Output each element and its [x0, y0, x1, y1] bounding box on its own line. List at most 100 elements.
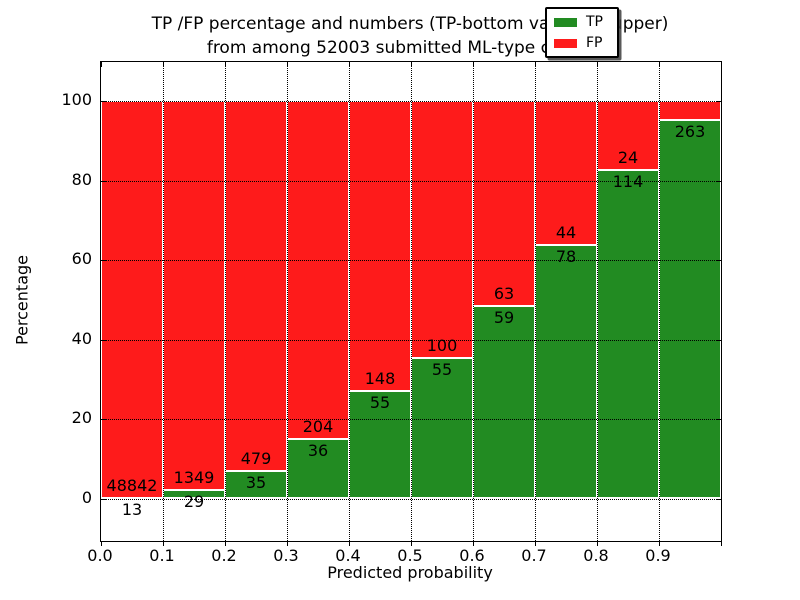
tp-legend-swatch-icon — [554, 17, 577, 27]
v-gridline — [473, 62, 474, 541]
x-tick-label: 0.1 — [149, 546, 175, 565]
fp-bar-segment — [411, 101, 473, 358]
v-gridline — [163, 62, 164, 541]
fp-count-label: 48842 — [106, 476, 158, 496]
y-tick-label: 80 — [71, 169, 92, 189]
x-tick-label: 0.3 — [273, 546, 299, 565]
x-tick-mark — [163, 541, 164, 546]
x-tick-label: 0.2 — [211, 546, 237, 565]
tp-count-label: 114 — [612, 172, 644, 192]
y-tick-label: 100 — [61, 90, 92, 110]
fp-bar-segment — [349, 101, 411, 391]
tp-bar-segment — [349, 390, 411, 499]
x-tick-mark — [287, 62, 288, 67]
x-tick-label: 0.7 — [521, 546, 547, 565]
tp-bar-segment — [597, 170, 659, 499]
v-gridline — [349, 62, 350, 541]
x-tick-mark — [349, 541, 350, 546]
legend-item-tp: TP — [554, 15, 610, 29]
fp-count-label: 204 — [302, 416, 334, 436]
x-tick-mark — [721, 62, 722, 67]
tp-bar-segment — [225, 471, 287, 499]
x-tick-mark — [659, 62, 660, 67]
y-tick-mark — [101, 101, 106, 103]
x-tick-label: 0.6 — [459, 546, 485, 565]
tp-bar-segment — [411, 357, 473, 499]
y-tick-mark — [101, 180, 106, 182]
fp-bar-segment — [101, 101, 163, 499]
x-tick-mark — [659, 541, 660, 546]
x-tick-mark — [163, 62, 164, 67]
tp-count-label: 78 — [555, 246, 577, 266]
tp-count-label: 35 — [245, 473, 267, 493]
y-tick-mark — [101, 260, 106, 262]
x-tick-label: 0.9 — [645, 546, 671, 565]
fp-bar-segment — [659, 101, 721, 121]
y-tick-label: 60 — [71, 249, 92, 269]
fp-count-label: 44 — [555, 222, 577, 242]
tp-count-label: 29 — [183, 492, 205, 512]
tp-count-label: 59 — [493, 308, 515, 328]
x-tick-mark — [535, 62, 536, 67]
fp-count-label: 63 — [493, 284, 515, 304]
fp-bar-segment — [163, 101, 225, 491]
x-tick-mark — [473, 62, 474, 67]
legend-item-fp: FP — [554, 36, 610, 50]
x-tick-mark — [411, 62, 412, 67]
x-tick-mark — [721, 541, 722, 546]
x-tick-mark — [473, 541, 474, 546]
tp-bar-segment — [659, 120, 721, 499]
fp-count-label: 1349 — [173, 468, 215, 488]
y-tick-label: 20 — [71, 408, 92, 428]
tp-count-label: 55 — [431, 359, 453, 379]
plot-area: 48842 13 1349 29 479 35 204 36 148 55 100 55 63 59 44 7… — [100, 61, 722, 546]
y-tick-mark — [716, 180, 721, 182]
x-tick-mark — [597, 541, 598, 546]
v-gridline — [287, 62, 288, 541]
fp-count-label: 24 — [617, 148, 639, 168]
fp-legend-swatch-icon — [554, 38, 577, 48]
x-tick-mark — [225, 541, 226, 546]
chart-title: TP /FP percentage and numbers (TP-bottom… — [100, 12, 720, 60]
legend-label-tp: TP — [586, 14, 603, 30]
x-tick-label: 0.5 — [397, 546, 423, 565]
x-tick-mark — [101, 62, 102, 67]
x-tick-mark — [349, 62, 350, 67]
v-gridline — [659, 62, 660, 541]
chart-title-line1: TP /FP percentage and numbers (TP-bottom… — [151, 14, 669, 34]
v-gridline — [535, 62, 536, 541]
legend-label-fp: FP — [586, 35, 603, 51]
tp-count-label: 55 — [369, 392, 391, 412]
x-tick-mark — [101, 541, 102, 546]
tp-bar-segment — [535, 244, 597, 499]
fp-count-label: 100 — [426, 335, 458, 355]
y-tick-mark — [101, 498, 106, 500]
y-tick-label: 40 — [71, 328, 92, 348]
x-tick-label: 0.0 — [87, 546, 113, 565]
x-tick-mark — [411, 541, 412, 546]
x-tick-mark — [597, 62, 598, 67]
fp-bar-segment — [535, 101, 597, 245]
fp-bar-segment — [287, 101, 349, 439]
y-axis-label: Percentage — [12, 254, 32, 346]
y-tick-mark — [716, 419, 721, 421]
y-tick-mark — [716, 498, 721, 500]
y-tick-mark — [716, 260, 721, 262]
tp-count-label: 263 — [674, 122, 706, 142]
x-axis-label: Predicted probability — [327, 563, 493, 582]
fp-bar-segment — [473, 101, 535, 307]
y-tick-mark — [716, 101, 721, 103]
tp-count-label: 13 — [121, 500, 143, 520]
y-tick-mark — [101, 339, 106, 341]
tp-count-label: 36 — [307, 440, 329, 460]
y-tick-label: 0 — [81, 487, 92, 507]
x-tick-mark — [287, 541, 288, 546]
legend: TP FP — [545, 7, 619, 58]
x-tick-label: 0.4 — [335, 546, 361, 565]
fp-count-label: 148 — [364, 368, 396, 388]
x-tick-label: 0.8 — [583, 546, 609, 565]
v-gridline — [225, 62, 226, 541]
v-gridline — [411, 62, 412, 541]
y-tick-mark — [716, 339, 721, 341]
